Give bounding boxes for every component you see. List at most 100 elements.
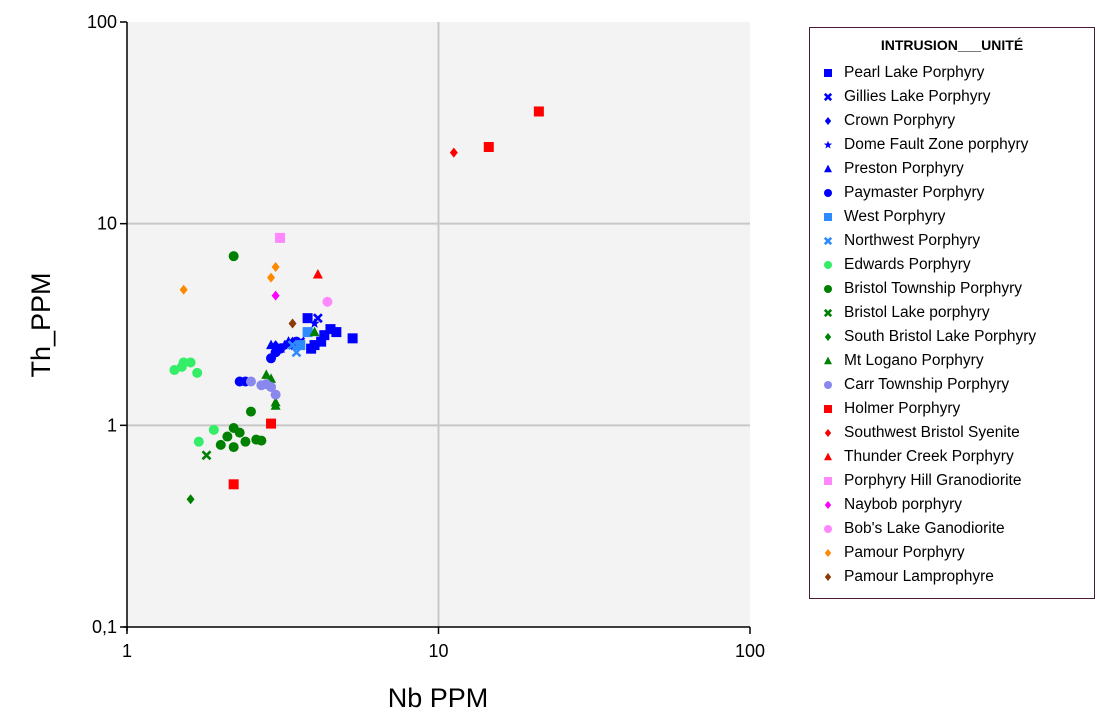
- x-axis-title: Nb PPM: [388, 683, 489, 713]
- data-point: [234, 427, 245, 438]
- legend-label: Bristol Lake porphyry: [844, 304, 990, 321]
- data-point: [302, 327, 313, 338]
- legend-label: Paymaster Porphyry: [844, 184, 985, 201]
- series-20: [179, 261, 280, 295]
- data-point: [291, 347, 302, 358]
- legend-marker-shape: [824, 189, 832, 197]
- legend-label: West Porphyry: [844, 208, 946, 225]
- legend-label: Crown Porphyry: [844, 112, 956, 129]
- legend-item: Gillies Lake Porphyry: [810, 85, 990, 109]
- y-tick-label: 1: [107, 415, 117, 435]
- series-9: [215, 251, 267, 453]
- data-point: [347, 333, 358, 344]
- legend-label: Edwards Porphyry: [844, 256, 971, 273]
- legend-marker-shape: [824, 356, 832, 365]
- legend-label: Dome Fault Zone porphyry: [844, 136, 1029, 153]
- y-tick-label: 0,1: [92, 617, 117, 637]
- legend-marker: [824, 501, 832, 509]
- legend-item: Bob's Lake Ganodiorite: [810, 517, 1005, 541]
- series-7: [287, 340, 302, 358]
- legend-item: Pamour Lamprophyre: [810, 565, 994, 589]
- series-15: [449, 147, 458, 158]
- data-point: [240, 436, 251, 447]
- legend-item: Preston Porphyry: [810, 157, 964, 181]
- legend-marker-shape: [824, 452, 832, 461]
- x-tick-label: 1: [122, 641, 132, 661]
- legend-marker: [824, 573, 832, 581]
- data-point: [261, 369, 272, 379]
- legend-marker: [824, 525, 832, 533]
- series-0: [302, 313, 358, 354]
- data-points: [169, 106, 544, 505]
- legend-label: Preston Porphyry: [844, 160, 964, 177]
- legend-item: Paymaster Porphyry: [810, 181, 984, 205]
- data-point: [325, 324, 336, 335]
- legend-item: Holmer Porphyry: [810, 397, 960, 421]
- data-point: [322, 296, 333, 307]
- data-point: [271, 290, 280, 301]
- legend-marker: [824, 356, 832, 365]
- data-point: [266, 418, 277, 429]
- legend-item: Pamour Porphyry: [810, 541, 965, 565]
- series-19: [322, 296, 333, 307]
- legend-marker-shape: [824, 429, 832, 437]
- data-point: [270, 389, 281, 400]
- legend-item: Dome Fault Zone porphyry: [810, 133, 1028, 157]
- legend-item: Crown Porphyry: [810, 109, 955, 133]
- series-13: [245, 376, 281, 400]
- data-point: [331, 327, 342, 338]
- data-point: [533, 106, 544, 117]
- series-14: [228, 106, 544, 490]
- legend-marker-shape: [824, 213, 832, 221]
- series-11: [186, 494, 195, 505]
- legend-item: Thunder Creek Porphyry: [810, 445, 1014, 469]
- data-point: [267, 272, 276, 283]
- legend-item: West Porphyry: [810, 205, 945, 229]
- legend-marker: [824, 261, 832, 269]
- legend-marker-shape: [824, 501, 832, 509]
- legend-marker: [824, 333, 832, 341]
- legend-marker: [824, 429, 832, 437]
- series-21: [288, 318, 297, 329]
- legend-marker-shape: [823, 308, 833, 318]
- legend-marker-shape: [824, 285, 832, 293]
- legend-label: Pamour Lamprophyre: [844, 568, 994, 585]
- legend-marker: [824, 117, 832, 125]
- data-point: [309, 326, 320, 337]
- data-point: [270, 400, 281, 410]
- legend-marker: [823, 236, 833, 246]
- legend-label: Bob's Lake Ganodiorite: [844, 520, 1005, 537]
- data-point: [483, 141, 494, 152]
- data-point: [228, 251, 239, 262]
- x-tick-label: 10: [428, 641, 448, 661]
- legend-label: South Bristol Lake Porphyry: [844, 328, 1037, 345]
- data-point: [316, 336, 327, 347]
- data-point: [309, 317, 320, 328]
- legend-label: Holmer Porphyry: [844, 400, 961, 417]
- data-point: [201, 450, 212, 461]
- y-axis-title: Th_PPM: [26, 272, 56, 377]
- legend-label: Carr Township Porphyry: [844, 376, 1010, 393]
- legend-marker: [824, 285, 832, 293]
- data-point: [192, 367, 203, 378]
- data-point: [319, 330, 330, 341]
- series-18: [271, 290, 280, 301]
- data-point: [271, 261, 280, 272]
- data-point: [178, 357, 189, 368]
- legend-marker: [823, 92, 833, 102]
- legend-item: Bristol Lake porphyry: [810, 301, 990, 325]
- data-point: [266, 339, 277, 350]
- data-point: [312, 268, 323, 279]
- data-point: [449, 147, 458, 158]
- legend-marker: [824, 452, 832, 461]
- data-point: [179, 284, 188, 295]
- y-tick-label: 100: [87, 12, 117, 32]
- legend-marker: [824, 189, 832, 197]
- data-point: [228, 442, 239, 453]
- legend-marker-shape: [823, 140, 833, 149]
- legend-label: Mt Logano Porphyry: [844, 352, 984, 369]
- legend-label: Gillies Lake Porphyry: [844, 88, 991, 105]
- data-point: [215, 439, 226, 450]
- legend-item: Naybob porphyry: [810, 493, 962, 517]
